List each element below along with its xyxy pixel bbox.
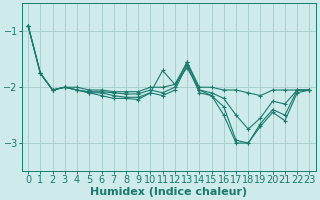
X-axis label: Humidex (Indice chaleur): Humidex (Indice chaleur): [90, 187, 247, 197]
